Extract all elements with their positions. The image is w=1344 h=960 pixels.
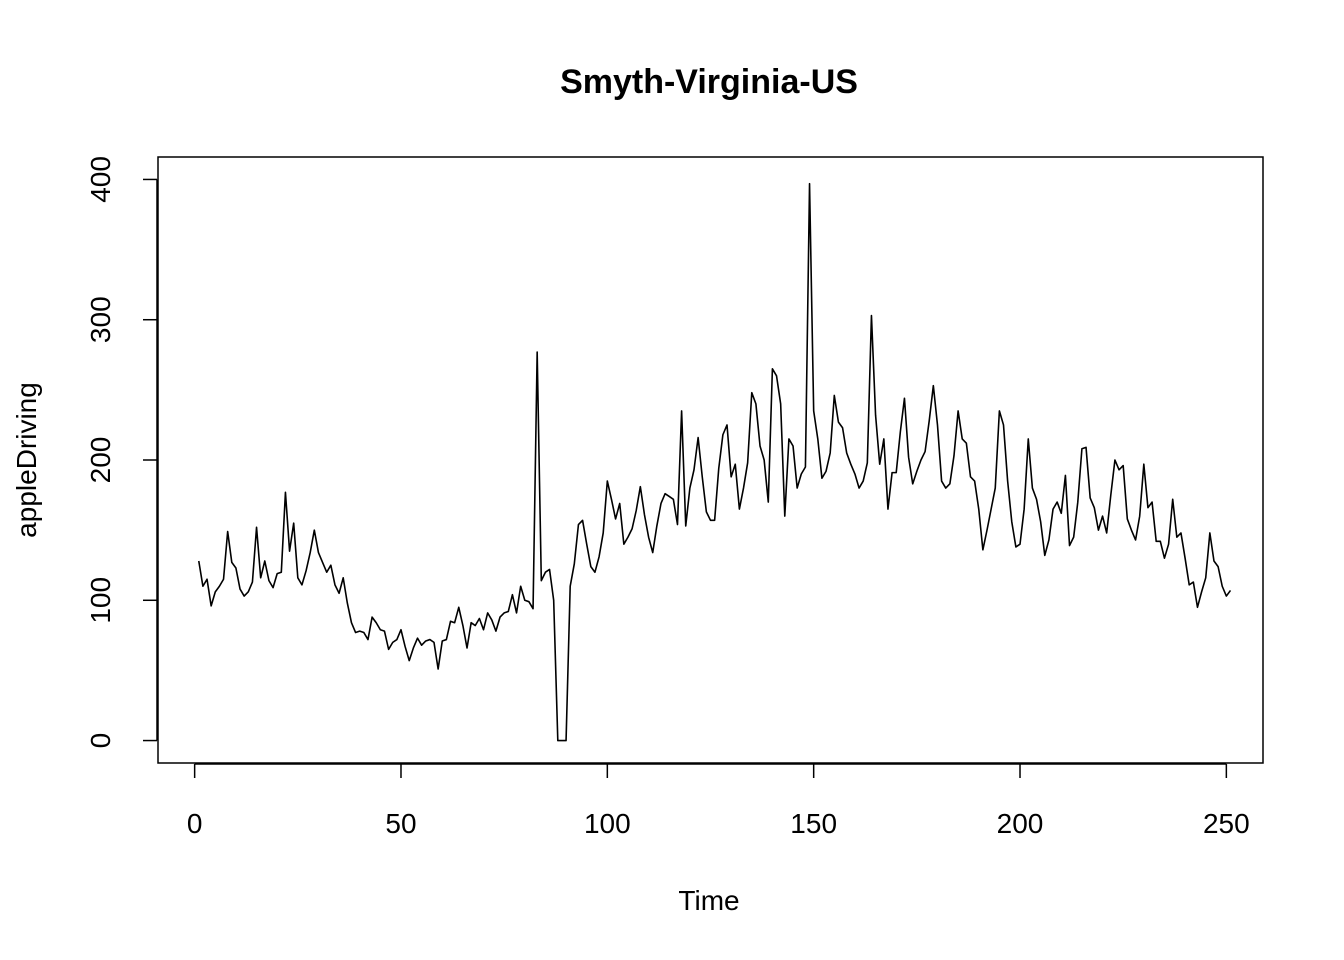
x-tick-label: 200 — [997, 808, 1044, 839]
x-tick-label: 250 — [1203, 808, 1250, 839]
y-tick-label: 100 — [85, 577, 116, 624]
x-tick-label: 150 — [790, 808, 837, 839]
x-axis: 0 50 100 150 200 250 — [187, 764, 1250, 839]
y-axis-label: appleDriving — [11, 382, 42, 538]
x-tick-label: 50 — [385, 808, 416, 839]
y-tick-label: 400 — [85, 156, 116, 203]
x-axis-label: Time — [678, 885, 739, 916]
x-tick-label: 0 — [187, 808, 203, 839]
y-axis: 0 100 200 300 400 — [85, 156, 157, 748]
series-line-appleDriving — [199, 184, 1231, 741]
y-tick-label: 200 — [85, 437, 116, 484]
y-tick-label: 300 — [85, 296, 116, 343]
plot-frame — [158, 157, 1263, 763]
chart-title: Smyth-Virginia-US — [560, 63, 858, 101]
x-tick-label: 100 — [584, 808, 631, 839]
y-tick-label: 0 — [85, 733, 116, 749]
